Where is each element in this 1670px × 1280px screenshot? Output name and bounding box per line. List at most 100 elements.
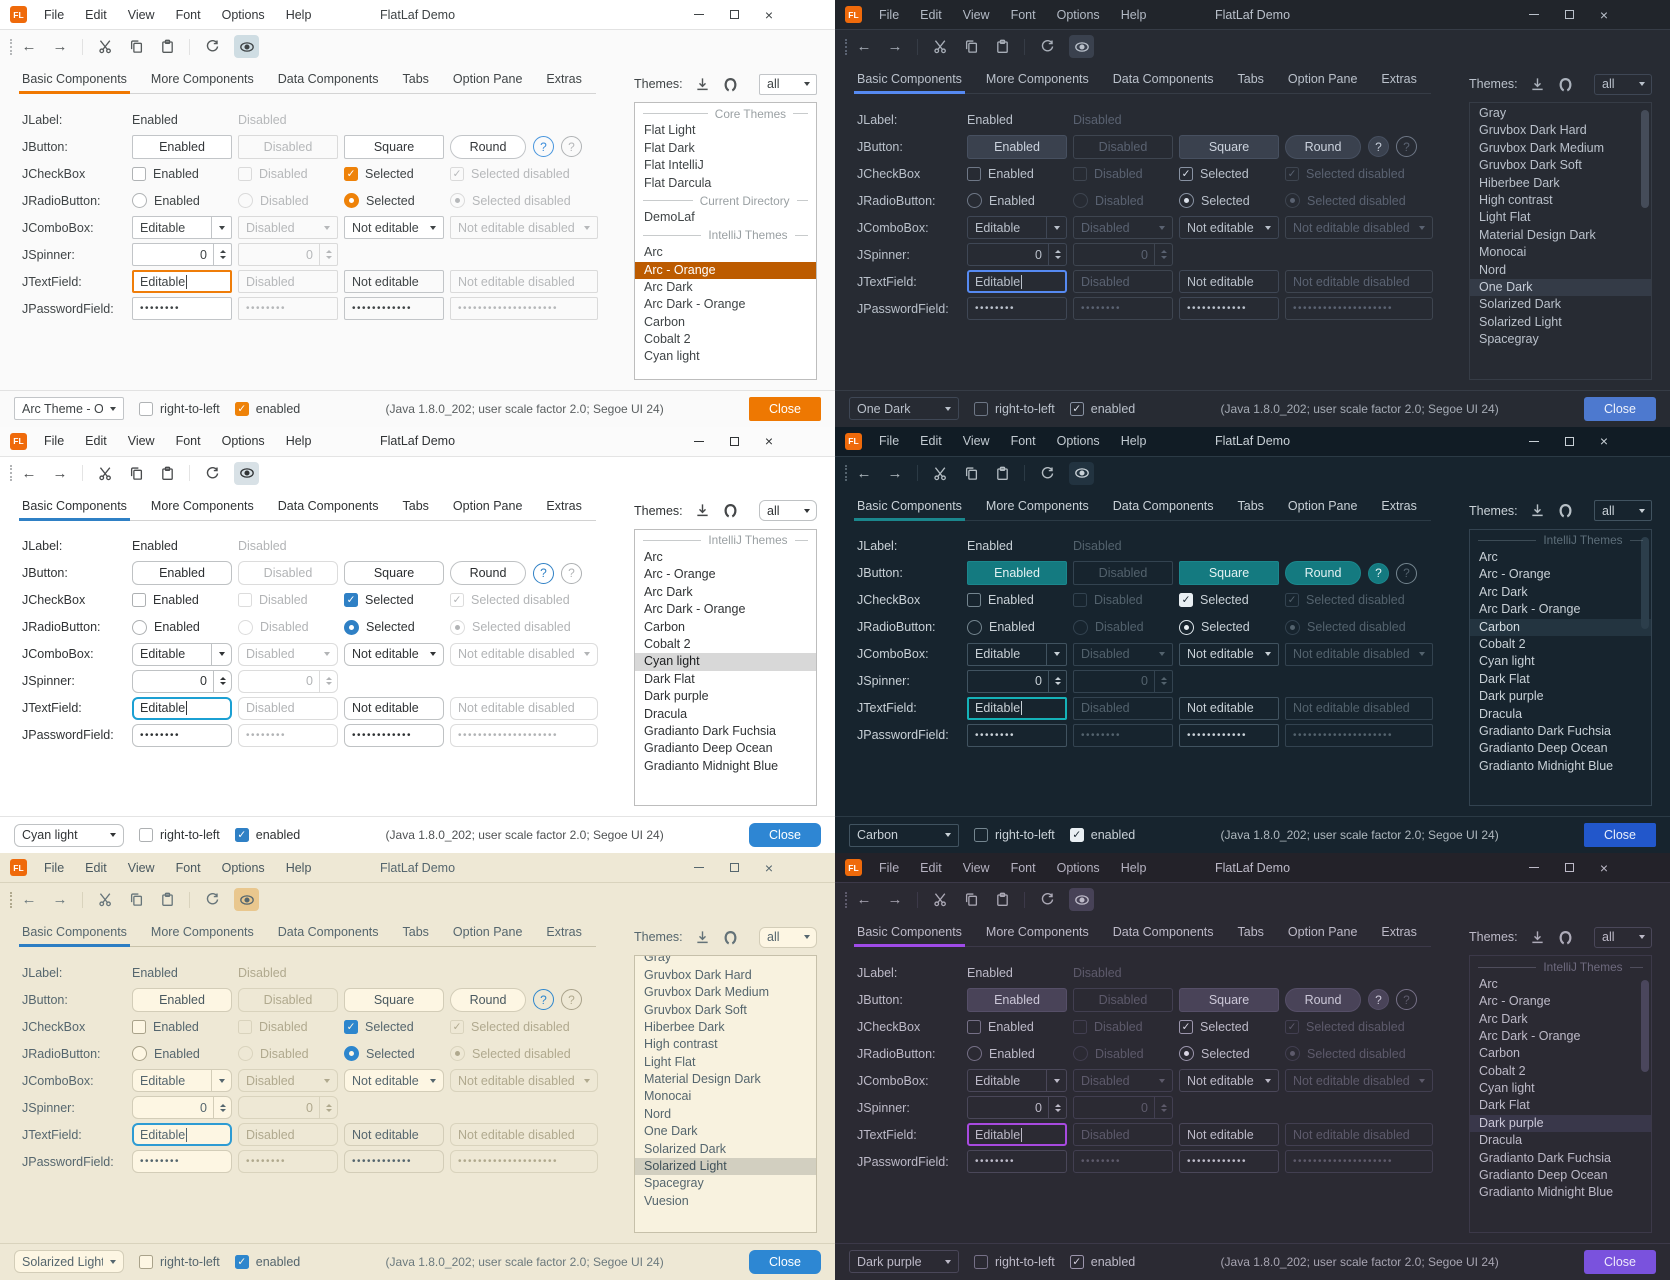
passwordfield-editable[interactable]: •••••••• — [132, 1150, 232, 1174]
radio-enabled[interactable] — [967, 619, 982, 635]
theme-list-item[interactable]: Carbon — [644, 619, 685, 634]
close-icon[interactable]: × — [1599, 433, 1608, 450]
chevron-down-icon[interactable] — [211, 1070, 231, 1092]
enabled-button[interactable]: Enabled — [967, 561, 1067, 586]
theme-list-item[interactable]: Arc Dark — [1479, 584, 1528, 599]
scrollbar-thumb[interactable] — [1641, 980, 1649, 1073]
radio-selected[interactable] — [344, 1046, 359, 1062]
toolbar-grip[interactable] — [845, 38, 847, 55]
checkbox-selected[interactable]: ✓ — [1179, 166, 1193, 181]
combobox-not-editable[interactable]: Not editable — [344, 216, 444, 239]
chevron-down-icon[interactable] — [938, 825, 958, 846]
refresh-icon[interactable] — [203, 38, 221, 56]
enabled-checkbox[interactable]: ✓ — [234, 1254, 249, 1269]
theme-list-item[interactable]: Carbon — [644, 314, 685, 329]
menu-edit[interactable]: Edit — [85, 860, 107, 875]
cut-icon[interactable] — [931, 891, 949, 909]
toolbar-grip[interactable] — [10, 891, 12, 908]
tab-tabs[interactable]: Tabs — [402, 498, 429, 513]
theme-list-item[interactable]: Light Flat — [1479, 210, 1531, 225]
theme-combobox[interactable]: Carbon — [849, 823, 959, 847]
passwordfield-editable[interactable]: •••••••• — [132, 723, 232, 747]
theme-list-item[interactable]: Nord — [1479, 262, 1507, 277]
cut-icon[interactable] — [96, 891, 114, 909]
maximize-icon[interactable] — [729, 436, 739, 446]
passwordfield-not-editable[interactable]: •••••••••••• — [1179, 723, 1279, 747]
show-hover-toggle-button[interactable] — [1069, 888, 1094, 912]
round-button[interactable]: Round — [450, 987, 526, 1012]
passwordfield-not-editable[interactable]: •••••••••••• — [344, 297, 444, 320]
spinner[interactable]: 0 — [967, 1096, 1067, 1120]
tab-extras[interactable]: Extras — [546, 925, 582, 940]
paste-icon[interactable] — [993, 464, 1011, 482]
menu-edit[interactable]: Edit — [920, 7, 942, 22]
theme-list-item[interactable]: Gray — [644, 955, 672, 965]
chevron-down-icon[interactable] — [1258, 217, 1278, 238]
tab-extras[interactable]: Extras — [546, 72, 582, 86]
theme-list-item[interactable]: Monocai — [1479, 245, 1527, 260]
menu-view[interactable]: View — [127, 434, 155, 449]
show-hover-toggle-button[interactable] — [234, 888, 259, 912]
passwordfield-not-editable[interactable]: •••••••••••• — [1179, 297, 1279, 320]
square-button[interactable]: Square — [1179, 561, 1279, 586]
round-button[interactable]: Round — [1285, 134, 1361, 159]
theme-list-item[interactable]: Cobalt 2 — [644, 637, 691, 651]
refresh-icon[interactable] — [1038, 38, 1056, 56]
close-button[interactable]: Close — [1584, 1249, 1656, 1274]
right-to-left-option[interactable]: right-to-left — [139, 828, 220, 843]
theme-filter-combobox[interactable]: all — [759, 73, 817, 95]
tab-basic-components[interactable]: Basic Components — [19, 72, 130, 94]
download-icon[interactable] — [1530, 503, 1545, 518]
forward-icon[interactable]: → — [887, 464, 903, 482]
theme-list-item[interactable]: Gradianto Midnight Blue — [644, 758, 779, 773]
close-icon[interactable]: × — [764, 433, 773, 450]
menu-view[interactable]: View — [127, 860, 155, 875]
theme-list-item[interactable]: High contrast — [644, 1037, 718, 1052]
theme-list-item[interactable]: Dracula — [1479, 706, 1523, 721]
theme-list-item[interactable]: Dark Flat — [1479, 671, 1530, 686]
tab-data-components[interactable]: Data Components — [277, 72, 379, 86]
toolbar-grip[interactable] — [10, 465, 12, 482]
spinner-arrows[interactable] — [1048, 1097, 1066, 1119]
round-button[interactable]: Round — [1285, 561, 1361, 586]
round-button[interactable]: Round — [450, 561, 526, 586]
forward-icon[interactable]: → — [52, 464, 68, 482]
square-button[interactable]: Square — [1179, 987, 1279, 1012]
checkbox-enabled[interactable] — [132, 1019, 146, 1034]
close-button[interactable]: Close — [1584, 823, 1656, 848]
theme-list-item[interactable]: Carbon — [1470, 618, 1651, 636]
combobox-not-editable[interactable]: Not editable — [1179, 642, 1279, 666]
tab-extras[interactable]: Extras — [1381, 925, 1417, 940]
textfield-not-editable[interactable]: Not editable — [344, 1123, 444, 1147]
menu-edit[interactable]: Edit — [85, 434, 107, 449]
right-to-left-checkbox[interactable] — [974, 401, 988, 416]
theme-list-scrollbar[interactable] — [1641, 105, 1649, 377]
menu-help[interactable]: Help — [1120, 7, 1147, 22]
tab-data-components[interactable]: Data Components — [1112, 498, 1214, 513]
combobox-not-editable[interactable]: Not editable — [344, 1069, 444, 1093]
refresh-icon[interactable] — [1038, 891, 1056, 909]
theme-list-item[interactable]: Spacegray — [644, 1176, 704, 1191]
theme-list-item[interactable]: Gradianto Deep Ocean — [1479, 741, 1608, 756]
theme-combobox[interactable]: Cyan light — [14, 823, 124, 847]
radio-selected[interactable] — [344, 619, 359, 635]
chevron-down-icon[interactable] — [423, 1070, 443, 1091]
theme-list-item[interactable]: Dark purple — [1470, 1114, 1651, 1133]
round-button[interactable]: Round — [450, 134, 526, 159]
textfield-editable[interactable]: Editable — [132, 270, 232, 293]
tab-option-pane[interactable]: Option Pane — [452, 498, 523, 513]
enabled-button[interactable]: Enabled — [132, 134, 232, 159]
theme-filter-combobox[interactable]: all — [1594, 500, 1652, 522]
github-icon[interactable] — [722, 929, 739, 946]
round-button[interactable]: Round — [1285, 987, 1361, 1012]
menu-font[interactable]: Font — [1010, 7, 1036, 22]
menu-view[interactable]: View — [127, 7, 155, 22]
textfield-editable[interactable]: Editable — [967, 696, 1067, 720]
tab-option-pane[interactable]: Option Pane — [1287, 925, 1358, 940]
show-hover-toggle-button[interactable] — [234, 461, 259, 485]
download-icon[interactable] — [695, 503, 710, 518]
checkbox-selected[interactable]: ✓ — [344, 1019, 358, 1034]
chevron-down-icon[interactable] — [1258, 644, 1278, 665]
right-to-left-checkbox[interactable] — [974, 1254, 988, 1269]
spinner-arrows[interactable] — [1048, 244, 1066, 265]
